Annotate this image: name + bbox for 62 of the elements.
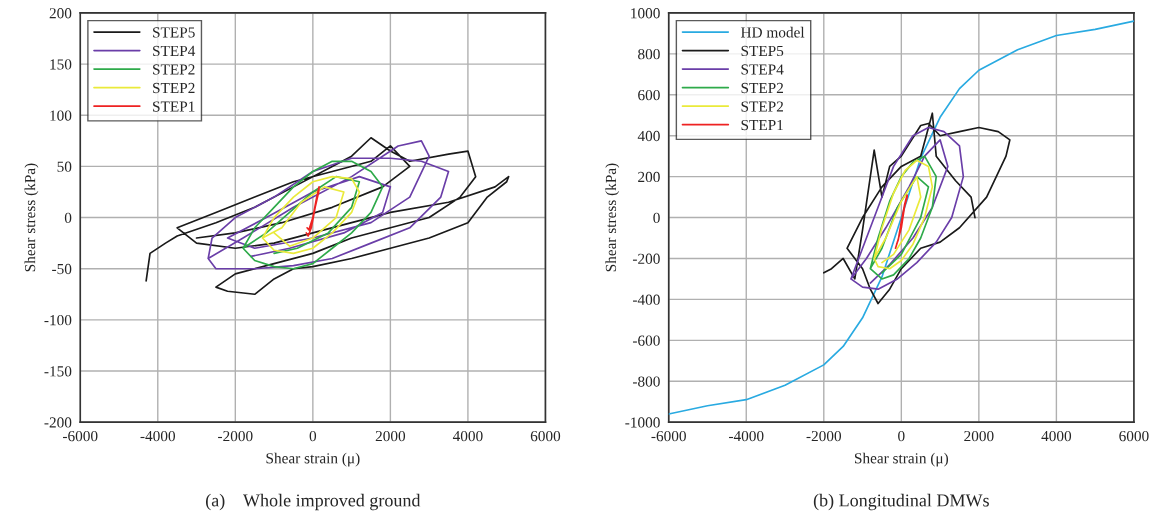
line-series	[207, 139, 450, 270]
x-tick-label: 4000	[1041, 430, 1072, 442]
y-tick-label: 100	[50, 110, 72, 121]
legend-label: STEP2	[153, 64, 195, 75]
line-series	[894, 194, 908, 250]
y-tick-label: 800	[638, 49, 660, 60]
y-tick-label: 50	[57, 161, 72, 172]
line-series	[822, 112, 1011, 305]
line-series	[869, 155, 938, 280]
y-tick-label: -200	[632, 253, 660, 264]
legend-label: STEP2	[153, 82, 195, 94]
line-series	[850, 126, 965, 291]
line-series	[242, 160, 384, 270]
y-tick-label: -100	[44, 315, 72, 326]
legend-label: STEP2	[741, 101, 783, 112]
line-series	[873, 159, 934, 270]
x-axis-title: Shear strain (μ)	[854, 452, 949, 467]
y-axis-title: Shear stress (kPa)	[605, 163, 620, 272]
y-tick-label: 1000	[631, 8, 660, 19]
x-axis-title: Shear strain (μ)	[266, 452, 360, 467]
x-tick-label: 0	[309, 430, 317, 442]
y-tick-label: 0	[64, 212, 72, 224]
y-tick-label: -800	[632, 376, 660, 387]
legend-label: STEP1	[741, 119, 783, 131]
y-tick-label: -50	[52, 263, 72, 275]
y-tick-label: 150	[50, 59, 72, 70]
line-series	[668, 20, 1134, 415]
y-tick-label: -200	[44, 417, 72, 428]
x-tick-label: -6000	[62, 430, 98, 442]
line-series	[305, 186, 320, 237]
y-tick-label: -400	[632, 294, 660, 305]
y-tick-label: 400	[637, 130, 660, 142]
x-tick-label: 6000	[530, 430, 561, 442]
text: (b) Longitudinal DMWs	[813, 493, 989, 511]
x-tick-label: -2000	[218, 430, 253, 442]
y-tick-label: 0	[653, 212, 660, 224]
x-tick-label: -2000	[806, 430, 842, 442]
y-tick-label: 200	[49, 8, 72, 19]
legend-label: STEP5	[153, 27, 195, 38]
line-series	[145, 136, 510, 296]
legend-label: HD model	[740, 26, 805, 38]
legend-label: STEP1	[153, 101, 195, 112]
y-tick-label: 200	[638, 171, 660, 183]
legend-label: STEP5	[741, 45, 784, 57]
x-tick-label: -4000	[729, 430, 764, 442]
x-tick-label: 0	[898, 430, 905, 442]
x-tick-label: 2000	[964, 430, 994, 442]
x-tick-label: 2000	[375, 430, 406, 442]
x-tick-label: 6000	[1119, 430, 1149, 442]
y-tick-label: -600	[632, 335, 660, 346]
legend-label: STEP2	[741, 82, 783, 94]
y-axis-title: Shear stress (kPa)	[24, 163, 39, 272]
legend-label: STEP4	[741, 64, 784, 75]
x-tick-label: -6000	[651, 430, 686, 442]
x-tick-label: 4000	[452, 430, 483, 442]
y-tick-label: 600	[638, 89, 660, 101]
x-tick-label: -4000	[140, 430, 176, 442]
y-tick-label: -1000	[625, 417, 660, 428]
text: (a) Whole improved ground	[206, 493, 421, 511]
legend-label: STEP4	[153, 45, 196, 57]
line-series	[261, 175, 361, 255]
y-tick-label: -150	[44, 366, 72, 377]
